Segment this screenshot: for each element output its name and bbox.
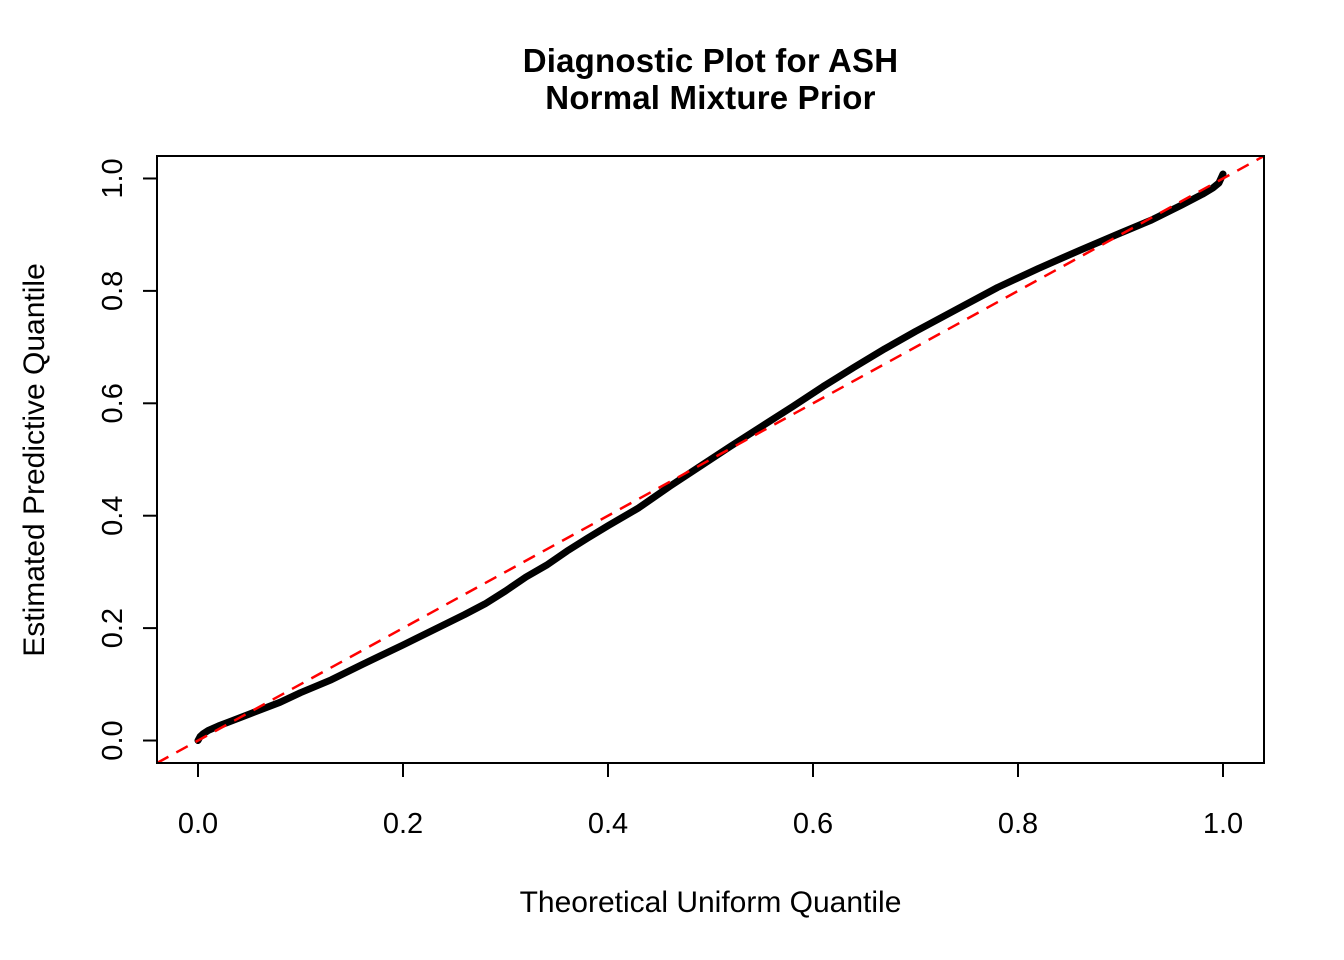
x-tick-label: 0.2	[383, 808, 423, 840]
x-tick-label: 0.6	[793, 808, 833, 840]
y-tick-label: 0.0	[97, 720, 129, 760]
plot-title-line1: Diagnostic Plot for ASH	[522, 42, 899, 79]
plot-title: Diagnostic Plot for ASH Normal Mixture P…	[157, 42, 1264, 116]
y-axis-title: Estimated Predictive Quantile	[18, 263, 51, 657]
x-tick-label: 0.4	[588, 808, 628, 840]
x-tick-label: 1.0	[1203, 808, 1243, 840]
y-tick-label: 0.2	[97, 608, 129, 648]
y-tick-label: 0.6	[97, 383, 129, 423]
qq-curve	[194, 170, 1227, 744]
y-tick-label: 0.4	[97, 496, 129, 536]
plot-title-line2: Normal Mixture Prior	[545, 79, 876, 116]
x-tick-label: 0.0	[178, 808, 218, 840]
x-tick-label: 0.8	[998, 808, 1038, 840]
plot-box	[156, 155, 1265, 764]
y-tick-label: 1.0	[97, 158, 129, 198]
reference-line	[156, 154, 1265, 765]
y-tick-label: 0.8	[97, 271, 129, 311]
x-axis-title: Theoretical Uniform Quantile	[519, 886, 902, 919]
